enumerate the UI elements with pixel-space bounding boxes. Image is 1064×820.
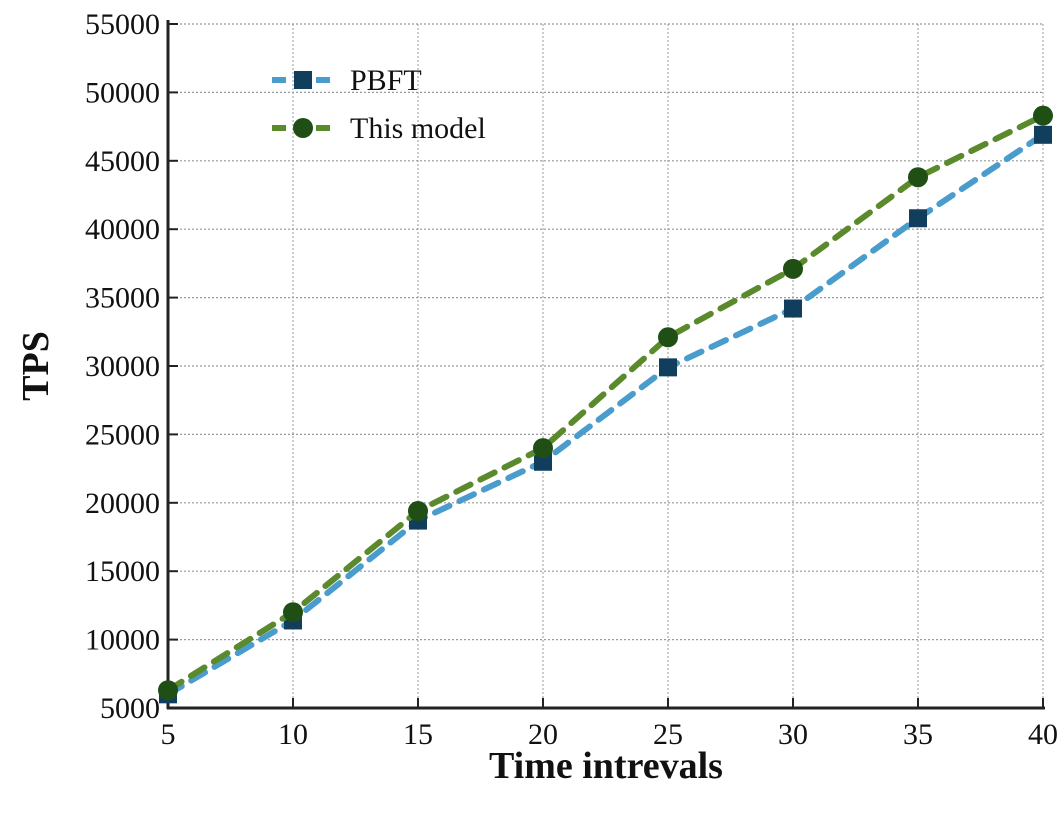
- y-tick-label: 45000: [85, 145, 160, 178]
- data-point: [158, 680, 178, 701]
- x-tick-label: 5: [161, 718, 176, 751]
- legend-label: PBFT: [350, 64, 422, 97]
- y-tick-label: 15000: [85, 555, 160, 588]
- data-point: [283, 602, 303, 623]
- y-tick-label: 5000: [100, 692, 160, 725]
- legend-label: This model: [350, 112, 486, 145]
- y-tick-label: 20000: [85, 487, 160, 520]
- legend-item: This model: [272, 112, 486, 145]
- data-point: [659, 358, 677, 377]
- series-this-model: [158, 105, 1053, 701]
- data-point: [908, 167, 928, 188]
- data-point: [1034, 125, 1052, 144]
- data-point: [408, 501, 428, 522]
- x-tick-labels: 5 10 15 20 25 30 35 40: [161, 718, 1059, 751]
- y-tick-label: 35000: [85, 282, 160, 315]
- legend: PBFT This model: [272, 64, 486, 145]
- data-point: [658, 327, 678, 348]
- data-point: [534, 452, 552, 471]
- grid: [168, 23, 1044, 708]
- y-tick-labels: 5000 10000 15000 20000 25000 30000 35000 40000 4…: [85, 8, 160, 725]
- y-tick-label: 25000: [85, 418, 160, 451]
- y-tick-label: 30000: [85, 350, 160, 383]
- data-point: [909, 209, 927, 228]
- x-tick-label: 30: [778, 718, 808, 751]
- series-line: [165, 112, 1046, 694]
- series-line: [165, 131, 1046, 698]
- legend-item: PBFT: [272, 64, 422, 97]
- data-point: [784, 299, 802, 318]
- x-axis-label: Time intrevals: [489, 745, 723, 787]
- x-tick-label: 10: [278, 718, 308, 751]
- x-tick-label: 25: [653, 718, 683, 751]
- y-tick-label: 55000: [85, 8, 160, 41]
- data-point: [533, 438, 553, 459]
- legend-marker: [294, 71, 312, 89]
- series-group: [158, 105, 1053, 704]
- legend-marker: [293, 118, 313, 138]
- y-tick-label: 10000: [85, 624, 160, 657]
- x-tick-label: 15: [403, 718, 433, 751]
- y-tick-label: 50000: [85, 76, 160, 109]
- y-axis-label: TPS: [15, 331, 57, 401]
- data-point: [1033, 105, 1053, 126]
- x-tick-label: 40: [1028, 718, 1058, 751]
- y-tick-label: 40000: [85, 213, 160, 246]
- x-tick-label: 20: [528, 718, 558, 751]
- data-point: [783, 258, 803, 279]
- x-tick-label: 35: [903, 718, 933, 751]
